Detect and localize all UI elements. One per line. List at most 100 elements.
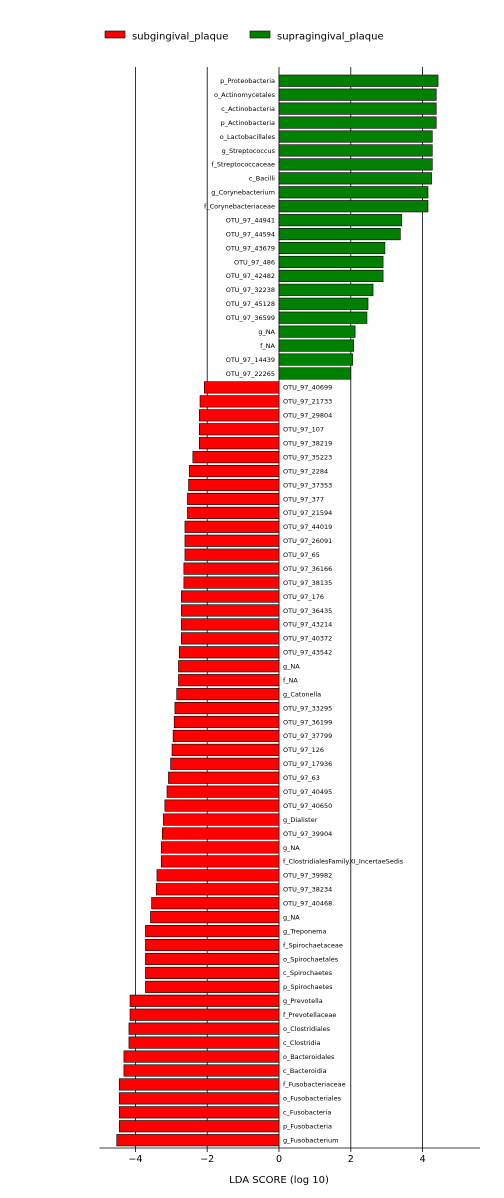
- bar-label: OTU_97_107: [283, 426, 324, 434]
- bar-OTU_97_29804: [199, 409, 280, 422]
- bar-g_Treponema: [145, 925, 280, 938]
- bar-OTU_97_44941: [278, 214, 403, 227]
- bar-label: o_Spirochaetales: [283, 955, 339, 963]
- bar-label: g_NA: [283, 663, 300, 671]
- bar-label: OTU_97_37799: [283, 732, 332, 740]
- bar-g_NA: [278, 325, 356, 338]
- bar-c_Clostridia: [128, 1036, 280, 1049]
- bar-label: OTU_97_63: [283, 774, 320, 782]
- bar-OTU_97_33295: [174, 701, 280, 715]
- bar-label: c_Clostridia: [283, 1039, 320, 1047]
- bar-o_Lactobacillales: [278, 130, 433, 143]
- legend: subgingival_plaque supragingival_plaque: [104, 30, 384, 43]
- bar-g_Dialister: [163, 813, 280, 826]
- bar-p_Proteobacteria: [278, 74, 439, 87]
- bar-f_NA: [178, 674, 280, 687]
- bar-c_Fusobacteria: [118, 1106, 280, 1119]
- bar-g_Corynebacterium: [278, 186, 429, 199]
- bar-label: OTU_97_45128: [226, 300, 275, 308]
- bar-f_Spirochaetaceae: [145, 938, 280, 952]
- x-tick-label: 2: [348, 1154, 354, 1165]
- x-tick-label: −2: [200, 1154, 214, 1165]
- bar-OTU_97_32238: [278, 283, 374, 296]
- bar-OTU_97_40699: [204, 381, 280, 394]
- bar-label: c_Bacilli: [249, 175, 275, 183]
- bar-OTU_97_36435: [181, 604, 280, 617]
- bar-label: f_Prevotellaceae: [283, 1011, 336, 1019]
- bar-OTU_97_26091: [184, 534, 280, 547]
- bar-OTU_97_36199: [173, 715, 280, 729]
- bar-OTU_97_37799: [172, 729, 280, 742]
- bar-label: g_Dialister: [283, 816, 318, 824]
- bar-label: OTU_97_377: [283, 495, 324, 503]
- bar-label: OTU_97_43679: [226, 244, 275, 252]
- bar-OTU_97_107: [199, 423, 280, 436]
- bar-g_Prevotella: [129, 994, 280, 1007]
- bar-OTU_97_126: [171, 743, 280, 756]
- bar-c_Spirochaetes: [145, 966, 280, 979]
- bar-OTU_97_65: [184, 548, 280, 561]
- bar-label: f_Fusobacteriaceae: [283, 1081, 346, 1089]
- bar-OTU_97_43542: [178, 646, 280, 659]
- x-axis: −4 −2 0 2 4: [99, 1147, 481, 1165]
- bar-label: o_Actinomycetales: [214, 91, 276, 99]
- bar-OTU_97_36599: [278, 311, 368, 324]
- bar-OTU_97_38219: [199, 437, 280, 450]
- legend-swatch-supragingival_plaque: [249, 30, 271, 39]
- bar-p_Spirochaetes: [145, 980, 280, 993]
- bar-label: o_Fusobacteriales: [283, 1095, 342, 1103]
- bar-f_ClostridialesFamilyXI_IncertaeSedis: [160, 855, 280, 868]
- bar-o_Bacteroidales: [123, 1050, 280, 1063]
- bar-label: OTU_97_21594: [283, 509, 332, 517]
- bar-label: OTU_97_36599: [226, 314, 275, 322]
- bar-OTU_97_43679: [278, 241, 386, 255]
- bar-f_NA: [278, 339, 354, 352]
- bar-label: f_Spirochaetaceae: [283, 941, 343, 949]
- bar-OTU_97_14439: [278, 353, 353, 366]
- bar-label: OTU_97_40495: [283, 788, 332, 796]
- bar-OTU_97_43214: [181, 618, 280, 631]
- bar-label: OTU_97_39904: [283, 830, 332, 838]
- bar-label: c_Actinobacteria: [221, 105, 275, 113]
- x-tick-label: 0: [276, 1154, 282, 1165]
- bar-label: OTU_97_22265: [226, 370, 275, 378]
- bar-label: OTU_97_176: [283, 593, 324, 601]
- bar-label: OTU_97_2284: [283, 467, 328, 475]
- bar-p_Fusobacteria: [118, 1120, 280, 1133]
- bar-g_NA: [160, 841, 280, 854]
- bar-f_Prevotellaceae: [129, 1008, 280, 1021]
- bar-label: p_Proteobacteria: [220, 77, 275, 85]
- bar-label: OTU_97_36199: [283, 718, 332, 726]
- bar-label: OTU_97_43542: [283, 649, 332, 657]
- bar-f_Fusobacteriaceae: [118, 1078, 280, 1091]
- bar-c_Bacteroidia: [123, 1064, 280, 1077]
- bar-label: OTU_97_39982: [283, 872, 332, 880]
- bar-labels: p_Proteobacteria o_Actinomycetales c_Actin…: [204, 77, 404, 1144]
- bar-OTU_97_17936: [170, 757, 280, 770]
- bar-label: OTU_97_36435: [283, 607, 332, 615]
- bar-label: g_Catonella: [283, 690, 321, 698]
- bar-o_Actinomycetales: [278, 88, 437, 101]
- legend-label-supragingival_plaque: supragingival_plaque: [277, 32, 384, 43]
- bar-label: OTU_97_65: [283, 551, 320, 559]
- bar-OTU_97_39904: [162, 827, 280, 840]
- bar-label: g_NA: [283, 844, 300, 852]
- bar-label: OTU_97_14439: [226, 356, 275, 364]
- bar-o_Spirochaetales: [145, 952, 280, 966]
- bar-c_Bacilli: [278, 172, 432, 185]
- bar-label: OTU_97_38135: [283, 579, 332, 587]
- bar-OTU_97_40372: [181, 632, 280, 645]
- bar-OTU_97_37353: [188, 478, 280, 492]
- bar-OTU_97_38234: [155, 883, 280, 896]
- bar-OTU_97_39982: [156, 869, 280, 882]
- bar-f_Corynebacteriaceae: [278, 200, 429, 213]
- bar-label: c_Bacteroidia: [283, 1067, 327, 1075]
- bar-OTU_97_2284: [188, 465, 280, 478]
- bar-label: OTU_97_43214: [283, 621, 332, 629]
- bar-label: OTU_97_42482: [226, 272, 275, 280]
- bar-OTU_97_35223: [192, 451, 280, 464]
- bar-label: g_NA: [283, 913, 300, 921]
- bar-label: p_Actinobacteria: [221, 119, 275, 127]
- bar-label: OTU_97_40468: [283, 900, 332, 908]
